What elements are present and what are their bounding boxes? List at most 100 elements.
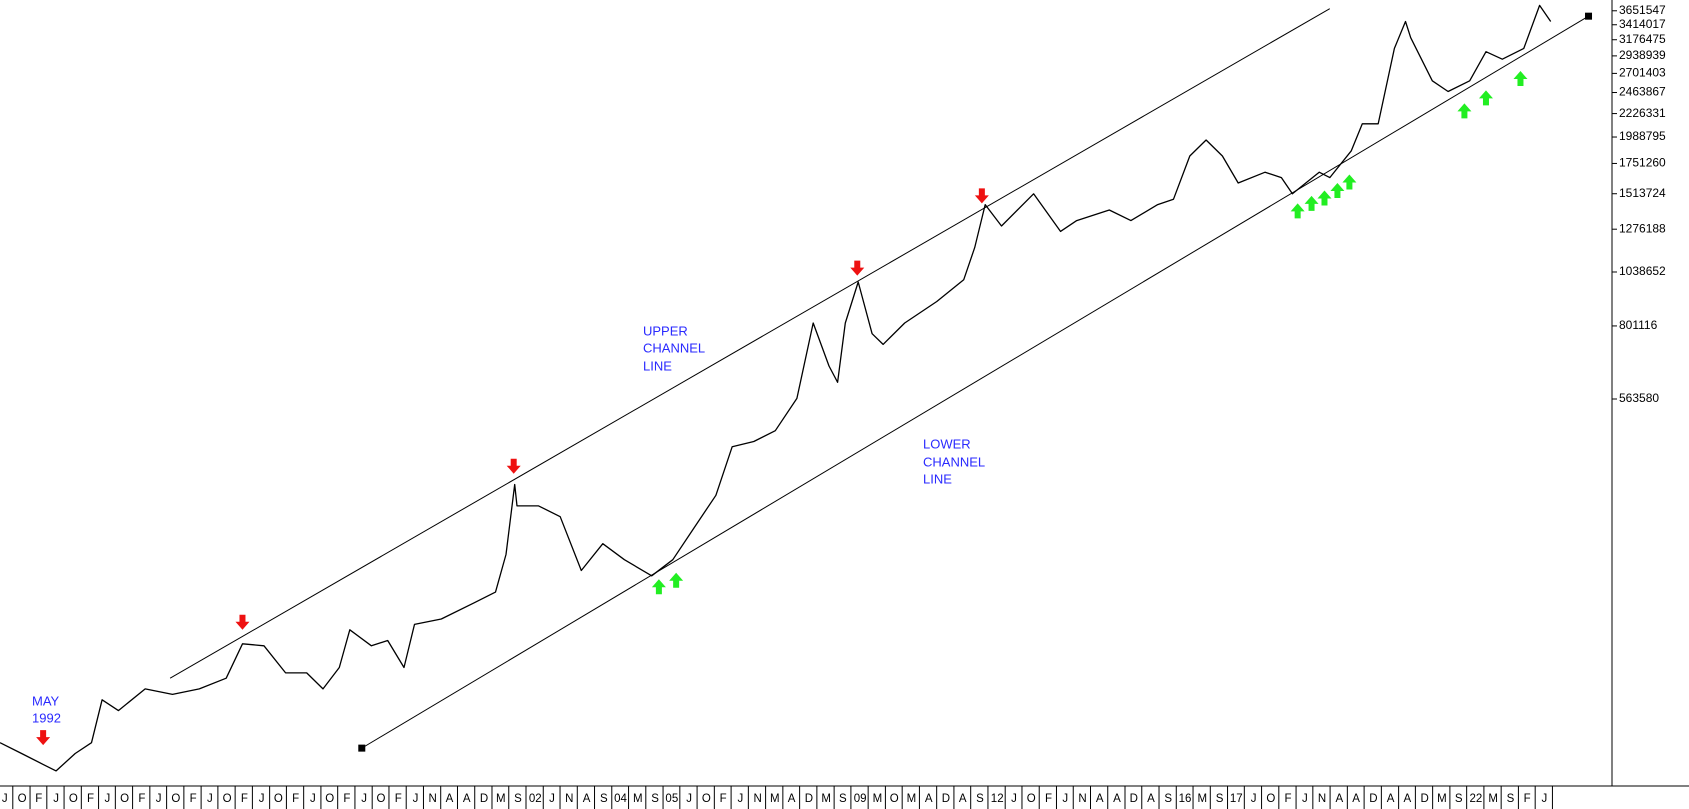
x-tick-label: M bbox=[1437, 793, 1447, 805]
x-tick-label: F bbox=[190, 793, 197, 805]
channel-label: LINE bbox=[643, 358, 672, 373]
sell-arrow bbox=[36, 730, 51, 746]
x-tick-label: F bbox=[241, 793, 248, 805]
x-tick-label: F bbox=[138, 793, 145, 805]
x-tick-label: 09 bbox=[854, 793, 867, 805]
x-tick-label: F bbox=[1285, 793, 1292, 805]
x-tick-label: A bbox=[788, 793, 796, 805]
buy-arrow bbox=[1342, 174, 1357, 190]
x-tick-label: J bbox=[1251, 793, 1257, 805]
x-tick-label: J bbox=[1542, 793, 1548, 805]
x-tick-label: A bbox=[1387, 793, 1395, 805]
x-tick-label: A bbox=[446, 793, 454, 805]
x-tick-label: N bbox=[429, 793, 437, 805]
x-tick-label: A bbox=[1147, 793, 1155, 805]
y-tick-label: 801116 bbox=[1619, 318, 1658, 332]
x-tick-label: J bbox=[1302, 793, 1308, 805]
x-tick-label: J bbox=[413, 793, 419, 805]
x-tick-label: S bbox=[839, 793, 847, 805]
x-tick-label: F bbox=[720, 793, 727, 805]
y-tick-label: 1038652 bbox=[1619, 264, 1666, 278]
y-tick-label: 1513724 bbox=[1619, 186, 1666, 200]
channel-line bbox=[361, 15, 1589, 749]
channel-label: UPPER bbox=[643, 323, 688, 338]
x-tick-label: O bbox=[1027, 793, 1036, 805]
x-tick-label: 16 bbox=[1179, 793, 1192, 805]
buy-arrow bbox=[1457, 103, 1472, 119]
x-tick-label: J bbox=[686, 793, 692, 805]
x-tick-label: A bbox=[463, 793, 471, 805]
x-tick-label: A bbox=[1096, 793, 1104, 805]
x-tick-label: F bbox=[292, 793, 299, 805]
x-tick-label: O bbox=[325, 793, 334, 805]
sell-arrow bbox=[850, 260, 865, 276]
x-tick-label: 02 bbox=[529, 793, 542, 805]
x-tick-label: F bbox=[87, 793, 94, 805]
x-tick-label: D bbox=[480, 793, 488, 805]
buy-arrow bbox=[669, 572, 684, 588]
buy-arrow bbox=[1513, 71, 1528, 87]
y-tick-label: 3651547 bbox=[1619, 3, 1666, 17]
x-tick-label: A bbox=[1113, 793, 1121, 805]
x-tick-label: J bbox=[259, 793, 265, 805]
y-tick-label: 1988795 bbox=[1619, 129, 1666, 143]
x-tick-label: N bbox=[565, 793, 573, 805]
x-tick-label: S bbox=[1455, 793, 1463, 805]
x-tick-label: O bbox=[702, 793, 711, 805]
x-tick-label: A bbox=[1352, 793, 1360, 805]
x-tick-label: O bbox=[890, 793, 899, 805]
x-tick-label: N bbox=[753, 793, 761, 805]
buy-arrow bbox=[1317, 190, 1332, 206]
buy-arrow bbox=[651, 579, 666, 595]
x-tick-label: S bbox=[1507, 793, 1515, 805]
buy-arrow bbox=[1304, 195, 1319, 211]
x-tick-label: 17 bbox=[1230, 793, 1243, 805]
x-tick-label: N bbox=[1078, 793, 1086, 805]
annotation-line: MAY bbox=[32, 693, 60, 708]
channel-line bbox=[169, 8, 1331, 679]
x-tick-label: O bbox=[1266, 793, 1275, 805]
x-tick-label: D bbox=[1369, 793, 1377, 805]
x-tick-label: M bbox=[1488, 793, 1498, 805]
x-tick-label: D bbox=[805, 793, 813, 805]
x-tick-label: A bbox=[925, 793, 933, 805]
buy-arrow bbox=[1290, 203, 1305, 219]
x-tick-label: J bbox=[310, 793, 316, 805]
x-tick-label: A bbox=[1404, 793, 1412, 805]
x-tick-label: M bbox=[633, 793, 643, 805]
x-tick-label: S bbox=[976, 793, 984, 805]
x-tick-label: O bbox=[69, 793, 78, 805]
x-tick-label: J bbox=[207, 793, 213, 805]
x-tick-label: J bbox=[737, 793, 743, 805]
x-tick-label: J bbox=[2, 793, 8, 805]
x-tick-label: M bbox=[770, 793, 780, 805]
y-tick-label: 2938939 bbox=[1619, 48, 1666, 62]
sell-arrow bbox=[506, 458, 521, 474]
channel-label: LINE bbox=[923, 471, 952, 486]
y-tick-label: 1276188 bbox=[1619, 221, 1666, 235]
x-tick-label: D bbox=[1130, 793, 1138, 805]
sell-arrow bbox=[235, 614, 250, 630]
x-tick-label: F bbox=[1045, 793, 1052, 805]
x-tick-label: J bbox=[361, 793, 367, 805]
y-tick-label: 3414017 bbox=[1619, 17, 1666, 31]
y-tick-label: 2463867 bbox=[1619, 85, 1666, 99]
buy-arrow bbox=[1478, 90, 1493, 106]
price-line bbox=[0, 4, 1552, 772]
sell-arrow bbox=[974, 188, 989, 204]
x-tick-label: O bbox=[274, 793, 283, 805]
channel-label: CHANNEL bbox=[923, 454, 985, 469]
x-tick-label: F bbox=[35, 793, 42, 805]
x-tick-label: S bbox=[651, 793, 659, 805]
x-tick-label: O bbox=[376, 793, 385, 805]
x-tick-label: S bbox=[1164, 793, 1172, 805]
x-tick-label: 12 bbox=[991, 793, 1004, 805]
x-tick-label: 22 bbox=[1470, 793, 1483, 805]
x-tick-label: S bbox=[600, 793, 608, 805]
x-tick-label: A bbox=[1336, 793, 1344, 805]
x-tick-label: J bbox=[1062, 793, 1068, 805]
x-tick-label: S bbox=[1216, 793, 1224, 805]
x-tick-label: A bbox=[583, 793, 591, 805]
